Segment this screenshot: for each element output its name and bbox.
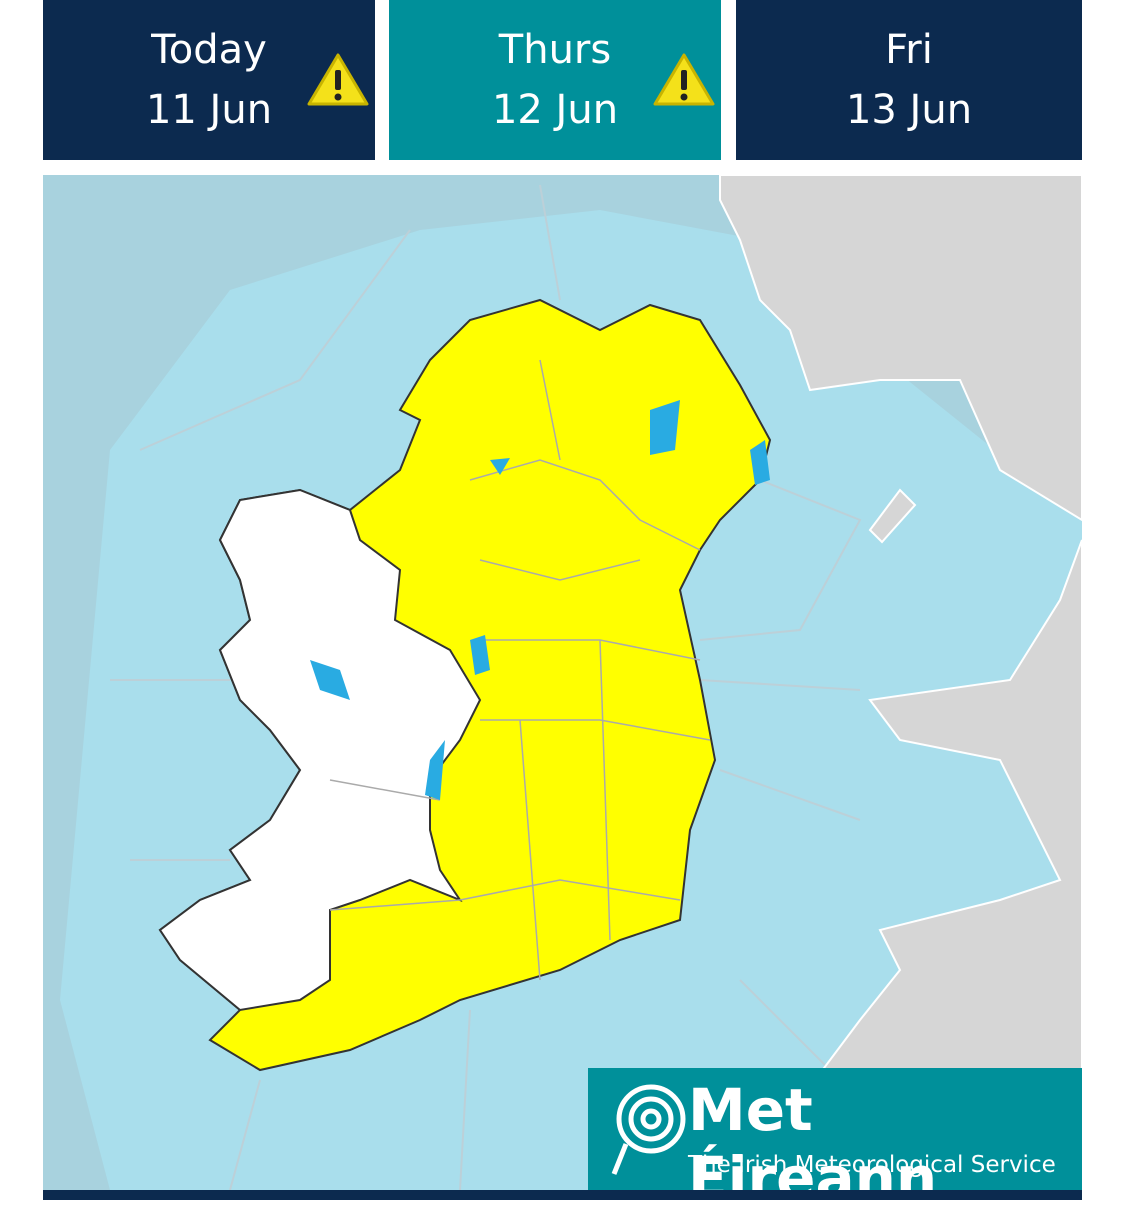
warning-icon (307, 53, 369, 106)
warning-icon (653, 53, 715, 106)
bottom-bar (43, 1190, 1082, 1200)
day-tab[interactable]: Thurs 12 Jun (389, 0, 721, 160)
warning-map (43, 175, 1082, 1190)
tab-date: 11 Jun (145, 87, 273, 133)
sea-zone-borders (110, 184, 862, 1190)
logo: Met Éireann The Irish Meteorological Ser… (588, 1068, 1082, 1212)
tab-day: Today (151, 27, 267, 73)
county-borders (329, 359, 711, 981)
isle-of-man (868, 488, 917, 544)
logo-subtitle: The Irish Meteorological Service (688, 1152, 1056, 1178)
tab-day: Fri (885, 27, 933, 73)
tab-text: Thurs 12 Jun (492, 20, 618, 140)
day-tab[interactable]: Today 11 Jun (43, 0, 375, 160)
tab-date: 12 Jun (491, 87, 619, 133)
great-britain-north (719, 175, 1082, 522)
tab-day: Thurs (498, 27, 612, 73)
tab-text: Fri 13 Jun (846, 20, 972, 140)
day-tab[interactable]: Fri 13 Jun (736, 0, 1082, 160)
logo-mark (611, 1084, 686, 1175)
tab-date: 13 Jun (845, 87, 973, 133)
lakes (310, 400, 770, 800)
tab-text: Today 11 Jun (146, 20, 272, 140)
